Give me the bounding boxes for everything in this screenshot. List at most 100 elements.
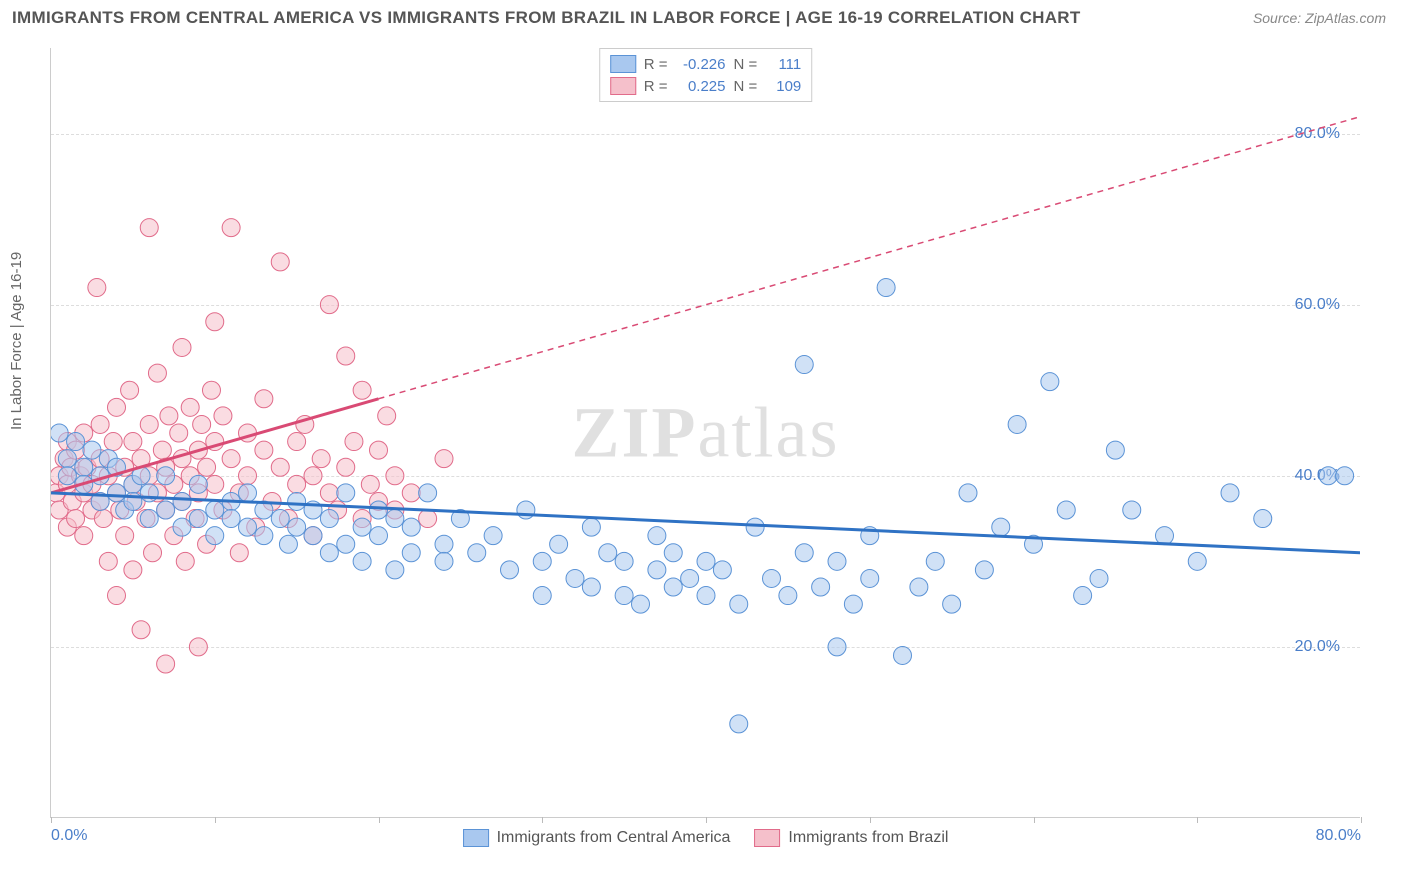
- scatter-point: [402, 518, 420, 536]
- scatter-point: [83, 441, 101, 459]
- scatter-point: [202, 381, 220, 399]
- scatter-point: [279, 535, 297, 553]
- legend-n-label: N =: [734, 78, 758, 95]
- plot-svg: [51, 48, 1360, 817]
- x-tick: [542, 817, 543, 823]
- scatter-point: [288, 518, 306, 536]
- scatter-point: [108, 484, 126, 502]
- scatter-point: [664, 544, 682, 562]
- scatter-point: [189, 475, 207, 493]
- legend-bottom-item-1: Immigrants from Brazil: [754, 829, 948, 847]
- scatter-point: [844, 595, 862, 613]
- scatter-point: [746, 518, 764, 536]
- scatter-point: [337, 347, 355, 365]
- scatter-point: [1008, 415, 1026, 433]
- legend-n-label: N =: [734, 56, 758, 73]
- scatter-point: [189, 638, 207, 656]
- legend-swatch-blue: [463, 829, 489, 847]
- scatter-point: [992, 518, 1010, 536]
- legend-swatch-pink: [754, 829, 780, 847]
- scatter-point: [943, 595, 961, 613]
- scatter-point: [108, 587, 126, 605]
- x-tick: [379, 817, 380, 823]
- chart-header: IMMIGRANTS FROM CENTRAL AMERICA VS IMMIG…: [0, 0, 1406, 32]
- scatter-point: [795, 356, 813, 374]
- scatter-point: [99, 552, 117, 570]
- scatter-point: [681, 569, 699, 587]
- legend-bottom-label: Immigrants from Central America: [497, 829, 731, 847]
- scatter-point: [615, 587, 633, 605]
- legend-swatch-blue: [610, 55, 636, 73]
- scatter-point: [124, 561, 142, 579]
- scatter-point: [763, 569, 781, 587]
- scatter-point: [67, 510, 85, 528]
- legend-r-label: R =: [644, 56, 668, 73]
- scatter-point: [222, 510, 240, 528]
- scatter-point: [828, 552, 846, 570]
- scatter-point: [88, 279, 106, 297]
- scatter-point: [189, 510, 207, 528]
- scatter-point: [1319, 467, 1337, 485]
- scatter-point: [193, 415, 211, 433]
- scatter-point: [730, 715, 748, 733]
- scatter-point: [353, 552, 371, 570]
- scatter-point: [1057, 501, 1075, 519]
- scatter-point: [58, 450, 76, 468]
- scatter-point: [975, 561, 993, 579]
- scatter-point: [419, 510, 437, 528]
- legend-n-value: 111: [765, 56, 801, 73]
- scatter-point: [664, 578, 682, 596]
- scatter-point: [484, 527, 502, 545]
- scatter-point: [67, 433, 85, 451]
- scatter-point: [170, 424, 188, 442]
- scatter-point: [91, 415, 109, 433]
- scatter-point: [116, 527, 134, 545]
- scatter-point: [353, 381, 371, 399]
- scatter-point: [206, 501, 224, 519]
- scatter-point: [435, 535, 453, 553]
- scatter-point: [648, 527, 666, 545]
- scatter-point: [206, 527, 224, 545]
- scatter-point: [533, 587, 551, 605]
- legend-r-value: 0.225: [676, 78, 726, 95]
- scatter-point: [648, 561, 666, 579]
- scatter-point: [533, 552, 551, 570]
- scatter-point: [419, 484, 437, 502]
- scatter-point: [468, 544, 486, 562]
- scatter-point: [370, 441, 388, 459]
- scatter-point: [828, 638, 846, 656]
- scatter-point: [75, 458, 93, 476]
- scatter-point: [615, 552, 633, 570]
- legend-bottom: Immigrants from Central America Immigran…: [463, 829, 949, 847]
- scatter-point: [812, 578, 830, 596]
- scatter-point: [435, 552, 453, 570]
- scatter-point: [222, 450, 240, 468]
- scatter-point: [910, 578, 928, 596]
- scatter-point: [378, 407, 396, 425]
- scatter-point: [288, 433, 306, 451]
- scatter-point: [1074, 587, 1092, 605]
- scatter-point: [75, 527, 93, 545]
- scatter-point: [121, 381, 139, 399]
- scatter-point: [582, 518, 600, 536]
- scatter-point: [370, 527, 388, 545]
- chart-plot-area: ZIPatlas R = -0.226 N = 111 R = 0.225 N …: [50, 48, 1360, 818]
- scatter-point: [795, 544, 813, 562]
- scatter-point: [599, 544, 617, 562]
- legend-stats-row-1: R = 0.225 N = 109: [610, 75, 802, 97]
- scatter-point: [51, 424, 68, 442]
- scatter-point: [550, 535, 568, 553]
- scatter-point: [140, 219, 158, 237]
- scatter-point: [959, 484, 977, 502]
- scatter-point: [1336, 467, 1354, 485]
- scatter-point: [730, 595, 748, 613]
- scatter-point: [230, 544, 248, 562]
- scatter-point: [312, 450, 330, 468]
- scatter-point: [288, 475, 306, 493]
- scatter-point: [386, 561, 404, 579]
- legend-bottom-label: Immigrants from Brazil: [788, 829, 948, 847]
- x-tick: [1197, 817, 1198, 823]
- legend-stats-box: R = -0.226 N = 111 R = 0.225 N = 109: [599, 48, 813, 102]
- scatter-point: [176, 552, 194, 570]
- scatter-point: [271, 253, 289, 271]
